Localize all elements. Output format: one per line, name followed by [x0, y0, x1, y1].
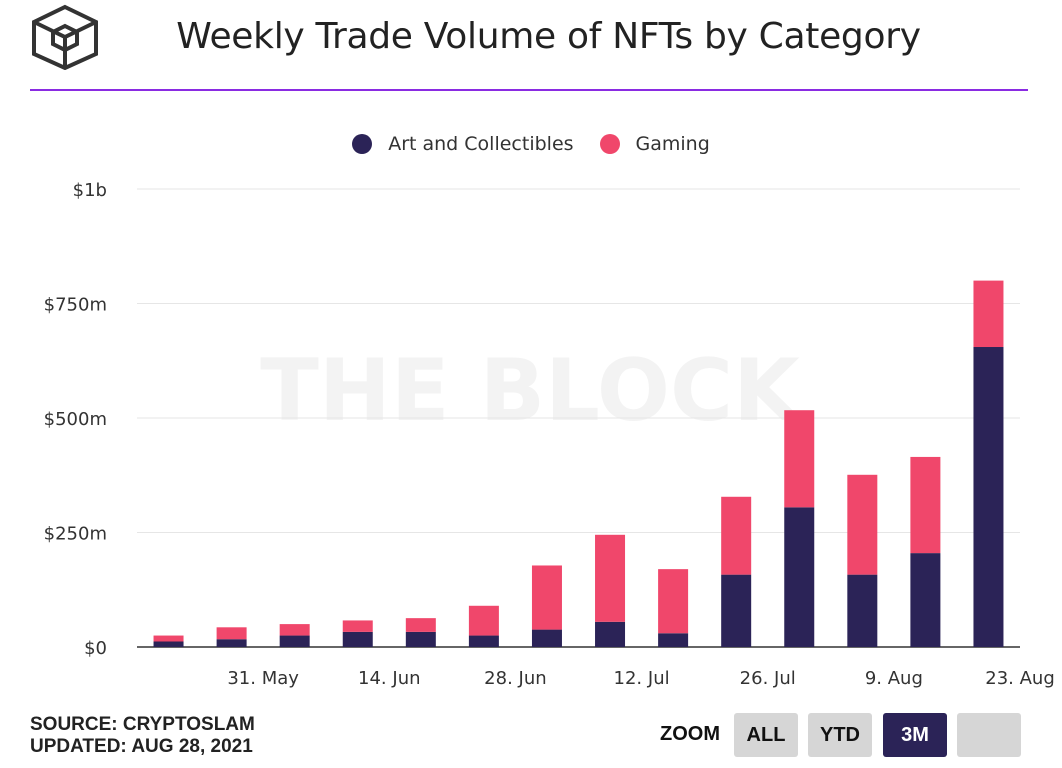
watermark: THE BLOCK: [260, 341, 803, 441]
legend-item-gaming[interactable]: Gaming: [599, 133, 710, 155]
bar-art-and-collectibles[interactable]: [658, 633, 689, 647]
bar-art-and-collectibles[interactable]: [721, 574, 752, 647]
bars: [153, 280, 1004, 647]
x-tick-label: 9. Aug: [865, 668, 923, 689]
zoom-ytd-button[interactable]: YTD: [808, 713, 872, 757]
bar-art-and-collectibles[interactable]: [595, 621, 626, 647]
the-block-logo: [32, 4, 98, 70]
chart-title: Weekly Trade Volume of NFTs by Category: [176, 16, 921, 57]
title-divider: [30, 89, 1028, 91]
bar-gaming[interactable]: [531, 565, 562, 630]
bar-gaming[interactable]: [721, 496, 752, 575]
bar-gaming[interactable]: [784, 410, 815, 508]
bar-gaming[interactable]: [973, 280, 1004, 348]
bar-art-and-collectibles[interactable]: [531, 629, 562, 647]
y-axis-ticks: $0 $250m $500m $750m $1b: [44, 180, 107, 659]
bar-art-and-collectibles[interactable]: [973, 347, 1004, 647]
zoom-3m-button[interactable]: 3M: [883, 713, 947, 757]
zoom-extra-button[interactable]: [957, 713, 1021, 757]
bar-art-and-collectibles[interactable]: [342, 631, 373, 647]
x-tick-label: 28. Jun: [484, 668, 546, 689]
y-tick-label: $750m: [44, 295, 107, 316]
bar-art-and-collectibles[interactable]: [216, 639, 247, 647]
bar-gaming[interactable]: [910, 456, 941, 554]
x-tick-label: 12. Jul: [614, 668, 670, 689]
bar-art-and-collectibles[interactable]: [153, 641, 184, 647]
bar-gaming[interactable]: [405, 618, 436, 632]
zoom-label: ZOOM: [660, 723, 720, 745]
bar-art-and-collectibles[interactable]: [910, 553, 941, 647]
bar-art-and-collectibles[interactable]: [279, 635, 310, 647]
bar-gaming[interactable]: [342, 620, 373, 632]
bar-art-and-collectibles[interactable]: [784, 507, 815, 647]
legend-marker-gaming: [599, 134, 620, 154]
legend-label-gaming: Gaming: [635, 133, 710, 155]
bar-gaming[interactable]: [468, 605, 499, 636]
y-tick-label: $500m: [44, 409, 107, 430]
y-tick-label: $0: [84, 638, 107, 659]
bar-gaming[interactable]: [595, 534, 626, 622]
updated-text: UPDATED: AUG 28, 2021: [30, 736, 253, 757]
bar-art-and-collectibles[interactable]: [468, 635, 499, 647]
bar-art-and-collectibles[interactable]: [847, 574, 878, 647]
bar-gaming[interactable]: [847, 474, 878, 575]
gridlines: [137, 188, 1020, 648]
source-text: SOURCE: CRYPTOSLAM: [30, 714, 255, 735]
y-tick-label: $250m: [44, 524, 107, 545]
x-tick-label: 23. Aug: [985, 668, 1055, 689]
x-axis-ticks: 31. May 14. Jun 28. Jun 12. Jul 26. Jul 9. Au…: [227, 668, 1054, 689]
source-note: SOURCE: CRYPTOSLAM UPDATED: AUG 28, 2021: [30, 714, 255, 758]
legend-marker-art: [352, 134, 373, 154]
x-tick-label: 26. Jul: [740, 668, 796, 689]
bar-gaming[interactable]: [153, 635, 184, 642]
x-tick-label: 31. May: [227, 668, 299, 689]
chart-legend: Art and Collectibles Gaming: [0, 133, 1062, 155]
legend-item-art[interactable]: Art and Collectibles: [352, 133, 574, 155]
zoom-all-button[interactable]: ALL: [734, 713, 798, 757]
bar-gaming[interactable]: [216, 627, 247, 640]
x-tick-label: 14. Jun: [358, 668, 420, 689]
legend-label-art: Art and Collectibles: [388, 133, 574, 155]
bar-art-and-collectibles[interactable]: [405, 631, 436, 647]
bar-gaming[interactable]: [279, 624, 310, 636]
y-tick-label: $1b: [73, 180, 107, 201]
bar-gaming[interactable]: [658, 569, 689, 634]
